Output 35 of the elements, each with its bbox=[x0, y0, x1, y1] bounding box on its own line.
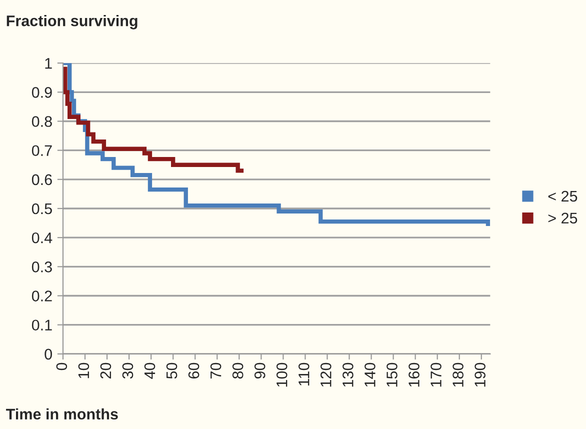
legend-label: > 25 bbox=[548, 212, 578, 224]
x-tick-label: 190 bbox=[474, 362, 486, 387]
x-tick-label: 20 bbox=[100, 362, 112, 378]
x-tick-label: 60 bbox=[188, 362, 200, 378]
x-tick-label: 120 bbox=[320, 362, 332, 387]
chart-title: Fraction surviving bbox=[6, 15, 138, 30]
x-tick-label: 10 bbox=[78, 362, 90, 378]
x-tick-label: 50 bbox=[166, 362, 178, 379]
y-tick-label: 0.5 bbox=[32, 203, 52, 214]
x-tick-label: 160 bbox=[408, 362, 420, 387]
y-tick-label: 0.8 bbox=[32, 116, 52, 127]
x-tick-label: 70 bbox=[210, 362, 222, 378]
x-tick-label: 130 bbox=[342, 362, 354, 387]
y-tick-label: 0.2 bbox=[32, 290, 52, 302]
x-tick-label: 90 bbox=[254, 362, 266, 379]
x-tick-label: 30 bbox=[122, 362, 134, 379]
x-tick-label: 140 bbox=[364, 362, 376, 387]
y-tick-label: 0.1 bbox=[32, 320, 52, 331]
x-tick-label: 110 bbox=[298, 362, 310, 386]
x-tick-label: 150 bbox=[386, 362, 398, 387]
x-tick-label: 170 bbox=[430, 362, 442, 387]
x-tick-label: 100 bbox=[276, 362, 288, 387]
y-tick-label: 1 bbox=[45, 58, 52, 69]
y-tick-label: 0.7 bbox=[32, 145, 52, 156]
x-tick-label: 180 bbox=[452, 362, 464, 387]
x-tick-label: 0 bbox=[56, 362, 68, 370]
x-tick-label: 80 bbox=[232, 362, 244, 379]
y-tick-label: 0.9 bbox=[32, 87, 52, 98]
legend-label: < 25 bbox=[548, 190, 578, 202]
x-tick-label: 40 bbox=[144, 362, 156, 379]
y-tick-label: 0 bbox=[44, 348, 52, 360]
y-tick-label: 0.3 bbox=[32, 262, 52, 272]
y-tick-label: 0.4 bbox=[32, 232, 52, 244]
y-tick-label: 0.6 bbox=[32, 174, 52, 186]
x-axis-title: Time in months bbox=[6, 408, 118, 420]
